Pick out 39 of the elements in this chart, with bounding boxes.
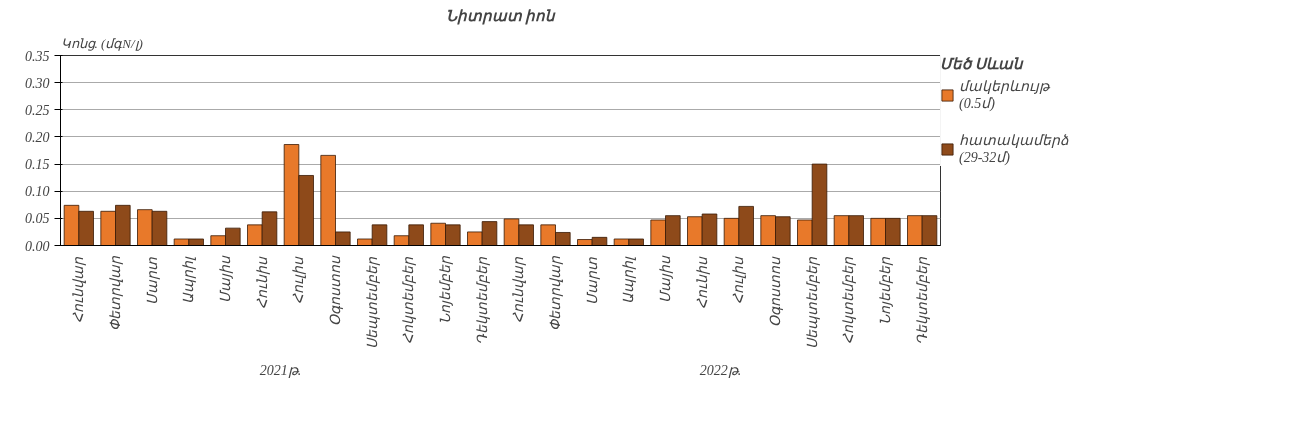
x-tick-label: Հոկտեմբեր (401, 255, 417, 344)
x-tick-label: Հուլիս (731, 255, 747, 304)
x-tick-label: Փետրվար (108, 255, 123, 332)
x-tick-label: Հունվար (71, 255, 87, 323)
x-tick-label: Ապրիլ (181, 255, 197, 304)
chart-title: Նիտրատ իոն (445, 7, 557, 25)
x-tick-label: Սեպտեմբեր (804, 255, 820, 349)
y-axis-title: Կոնց. (մգN/լ) (60, 35, 143, 51)
x-tick-label: Հունվար (511, 255, 527, 323)
x-tick-label: Մայիս (658, 255, 673, 304)
y-tick-label: 0.30 (25, 75, 50, 91)
x-tick-label: Օգոստոս (328, 255, 343, 327)
legend-title: Մեծ Սևան (940, 55, 1025, 73)
x-tick-label: Մայիս (218, 255, 233, 304)
x-tick-label: Սեպտեմբեր (364, 255, 380, 349)
x-tick-label: Դեկտեմբեր (474, 255, 490, 345)
x-tick-label: Ապրիլ (621, 255, 637, 304)
x-tick-label: Փետրվար (548, 255, 563, 332)
y-tick-label: 0.35 (25, 48, 50, 64)
legend-label: հատակամերձ (29-32մ) (959, 132, 1069, 166)
x-tick-label: Հունիս (694, 255, 710, 309)
x-tick-label: Հոկտեմբեր (841, 255, 857, 344)
y-tick-label: 0.00 (25, 238, 50, 254)
y-tick-label: 0.10 (25, 184, 50, 200)
y-tick-label: 0.20 (25, 129, 50, 145)
legend-label: մակերևույթ (0.5մ) (959, 78, 1049, 112)
x-tick-label: Հունիս (254, 255, 270, 309)
x-tick-label: Օգոստոս (768, 255, 783, 327)
text: 2021թ. (259, 362, 302, 378)
x-tick-label: Նոյեմբեր (878, 255, 893, 325)
y-tick-label: 0.15 (25, 157, 50, 173)
y-tick-label: 0.05 (25, 211, 50, 227)
x-tick-label: Նոյեմբեր (438, 255, 453, 325)
x-tick-label: Դեկտեմբեր (914, 255, 930, 345)
text: 2022թ. (699, 362, 742, 378)
x-tick-label: Մարտ (144, 256, 160, 305)
x-tick-label: Հուլիս (291, 255, 307, 304)
y-tick-label: 0.25 (25, 102, 50, 118)
x-tick-label: Մարտ (584, 256, 600, 305)
